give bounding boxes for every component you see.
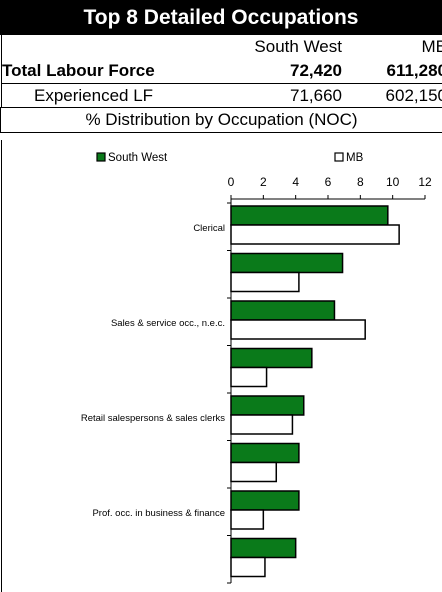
legend-label-1: MB [346, 152, 364, 164]
bar-mb [230, 224, 400, 245]
category-label: Retail salespersons & sales clerks [81, 413, 225, 424]
x-tick-label: 6 [325, 175, 332, 189]
region-value: 72,420 [290, 61, 342, 80]
bar-mb [230, 366, 268, 388]
category-label: Sales & service occ., n.e.c. [111, 318, 225, 329]
bar-south-west [230, 347, 313, 369]
mb-value: 602,150 [385, 86, 442, 105]
bar-south-west [230, 537, 297, 559]
bar-south-west [230, 252, 344, 274]
bar-south-west [230, 490, 300, 511]
bar-south-west [230, 442, 300, 464]
legend-label-0: South West [108, 152, 168, 164]
bar-mb [230, 271, 300, 293]
table-row-experienced: Experienced LF 71,660 602,150 [2, 83, 442, 108]
row-label: Experienced LF [34, 86, 154, 105]
category-label: Prof. occ. in business & finance [92, 508, 225, 519]
x-tick-label: 0 [228, 175, 235, 189]
labour-force-table: South West MB Total Labour Force 72,420 … [1, 35, 442, 107]
bar-mb [230, 461, 278, 483]
table-row-total: Total Labour Force 72,420 611,280 [2, 59, 442, 83]
x-tick-label: 8 [357, 175, 364, 189]
x-tick-label: 4 [292, 175, 299, 189]
bar-mb [230, 556, 266, 578]
category-label: Clerical [193, 223, 225, 234]
bar-mb [230, 509, 265, 530]
column-header-region: South West [254, 37, 342, 56]
region-value: 71,660 [290, 86, 342, 105]
x-tick-label: 10 [386, 175, 400, 189]
mb-value: 611,280 [386, 61, 442, 80]
table-header-row: South West MB [2, 35, 442, 59]
legend-swatch-0 [96, 152, 106, 162]
chart-subtitle: % Distribution by Occupation (NOC) [0, 107, 442, 133]
bar-mb [230, 414, 294, 435]
bar-mb [230, 319, 366, 340]
legend-swatch-1 [334, 152, 344, 162]
x-tick-label: 12 [418, 175, 432, 189]
x-tick-label: 2 [260, 175, 267, 189]
column-header-mb: MB [421, 37, 442, 56]
bar-south-west [230, 395, 305, 416]
row-label: Total Labour Force [2, 61, 155, 80]
chart-title: Top 8 Detailed Occupations [0, 0, 442, 35]
bar-south-west [230, 300, 336, 321]
bar-south-west [230, 205, 389, 226]
